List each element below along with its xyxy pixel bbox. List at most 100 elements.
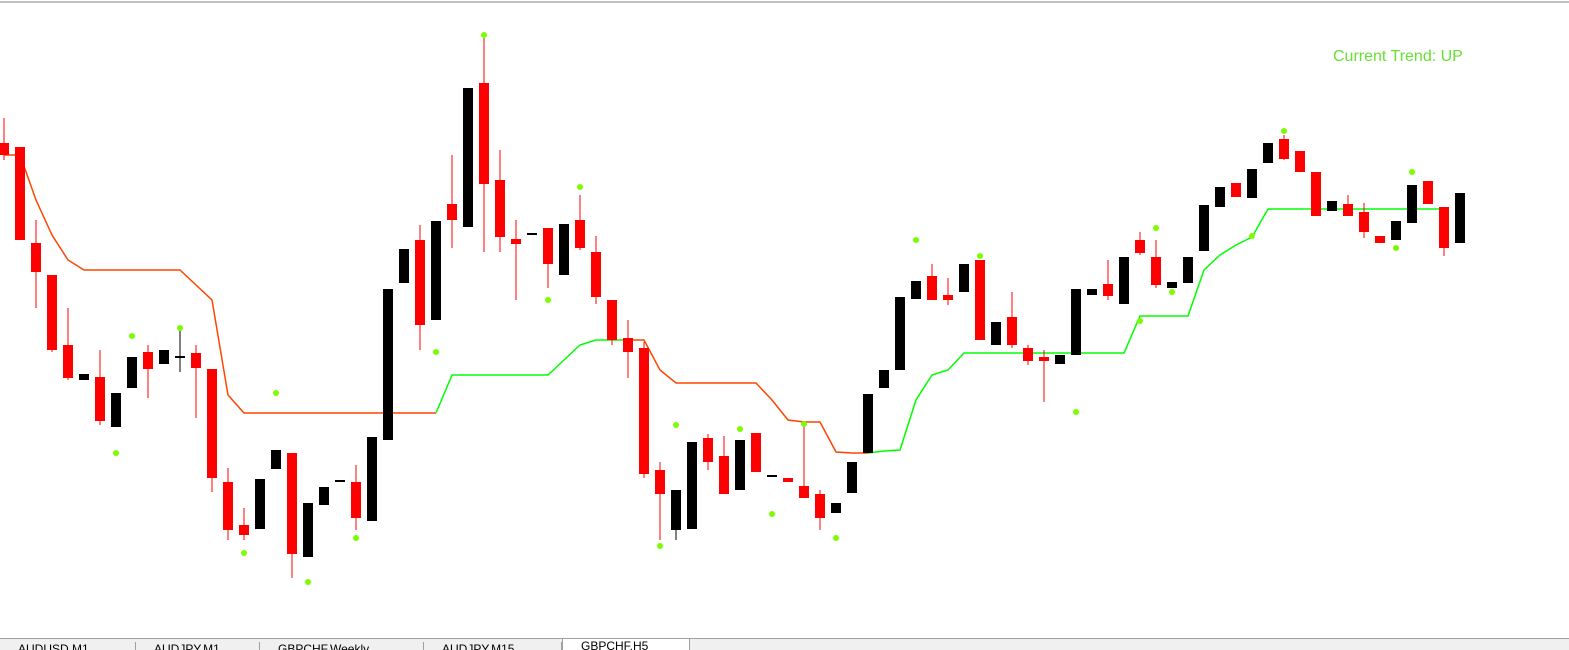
candle-body	[319, 487, 329, 505]
signal-dot	[1073, 409, 1079, 415]
candle-body	[1055, 355, 1065, 364]
signal-dot	[1137, 318, 1143, 324]
candle-body	[1167, 282, 1177, 288]
candle-body	[671, 490, 681, 530]
candle-body	[1391, 221, 1401, 240]
candle-body	[63, 345, 73, 378]
candle-body	[783, 478, 793, 482]
signal-dot	[481, 32, 487, 38]
candle-body	[623, 338, 633, 352]
candle-body	[639, 348, 649, 474]
candle-body	[239, 525, 249, 535]
candle-body	[847, 462, 857, 493]
chart-tab[interactable]: GBPCHF,H5	[562, 639, 690, 650]
candle-body	[591, 252, 601, 297]
chart-tab[interactable]: AUDJPY,M15	[424, 642, 562, 650]
candle-body	[1311, 172, 1321, 216]
candle-body	[191, 353, 201, 368]
signal-dot	[433, 349, 439, 355]
candle-body	[1247, 169, 1257, 198]
signal-dot	[801, 421, 807, 427]
candle-body	[255, 479, 265, 529]
candle-body	[559, 224, 569, 275]
tab-bar: AUDUSD,M1 AUDJPY,M1 GBPCHF,Weekly AUDJPY,M1…	[0, 638, 1569, 650]
signal-dot	[241, 550, 247, 556]
signal-dot	[673, 422, 679, 428]
signal-dot	[129, 333, 135, 339]
signal-dot	[305, 579, 311, 585]
signal-dot	[1249, 233, 1255, 239]
candle-body	[15, 147, 25, 240]
candle-body	[207, 369, 217, 478]
candle-body	[1295, 151, 1305, 172]
candle-body	[655, 470, 665, 494]
candle-body	[31, 243, 41, 272]
candle-body	[991, 322, 1001, 345]
candle-body	[927, 276, 937, 300]
candle-body	[479, 83, 489, 184]
signal-dot	[737, 426, 743, 432]
trend-line	[435, 208, 1444, 454]
candle-body	[975, 260, 985, 340]
candle-body	[159, 350, 169, 364]
candle-body	[111, 393, 121, 427]
candle-body	[575, 220, 585, 248]
chart-tab[interactable]: AUDUSD,M1	[0, 642, 136, 650]
candle-body	[1343, 204, 1353, 216]
candle-body	[1327, 201, 1337, 211]
candle-body	[415, 240, 425, 325]
candle-body	[703, 438, 713, 462]
candle-body	[799, 486, 809, 498]
candle-body	[223, 482, 233, 530]
candle-body	[335, 480, 345, 482]
trend-line	[4, 154, 868, 454]
candle-body	[1215, 187, 1225, 207]
candle-body	[1231, 183, 1241, 197]
candle-body	[1135, 240, 1145, 253]
signal-dot	[177, 325, 183, 331]
signal-dot	[545, 297, 551, 303]
candle-body	[287, 453, 297, 554]
candle-body	[511, 239, 521, 244]
candle-body	[607, 300, 617, 340]
candle-body	[47, 275, 57, 350]
candle-body	[271, 450, 281, 469]
candle-body	[943, 295, 953, 300]
signal-dot	[353, 535, 359, 541]
signal-dot	[913, 237, 919, 243]
candle-body	[751, 433, 761, 472]
candle-body	[1279, 139, 1289, 159]
candle-body	[1071, 289, 1081, 355]
candle-body	[447, 204, 457, 220]
candle-body	[895, 297, 905, 370]
candle-body	[543, 228, 553, 264]
signal-dot	[577, 184, 583, 190]
signal-dot	[1281, 128, 1287, 134]
candle-body	[1183, 257, 1193, 283]
candle-body	[1087, 289, 1097, 295]
candle-body	[1039, 357, 1049, 361]
trend-annotation: Current Trend: UP	[1333, 48, 1463, 65]
chart-tab[interactable]: AUDJPY,M1	[136, 642, 260, 650]
candle-body	[383, 289, 393, 440]
signal-dot	[1409, 169, 1415, 175]
candle-body	[959, 264, 969, 292]
candle-body	[1375, 236, 1385, 243]
signal-dot	[1153, 225, 1159, 231]
signal-dot	[977, 253, 983, 259]
candle-body	[0, 143, 9, 155]
signal-dot	[113, 450, 119, 456]
candle-body	[463, 88, 473, 227]
candle-body	[911, 281, 921, 299]
signal-dot	[1169, 289, 1175, 295]
candle-body	[1455, 193, 1465, 243]
candle-body	[175, 356, 185, 358]
candle-body	[527, 233, 537, 235]
candle-body	[1007, 317, 1017, 345]
candle-body	[1359, 212, 1369, 232]
candle-body	[367, 437, 377, 521]
candle-body	[687, 442, 697, 529]
chart-tab[interactable]: GBPCHF,Weekly	[260, 642, 424, 650]
